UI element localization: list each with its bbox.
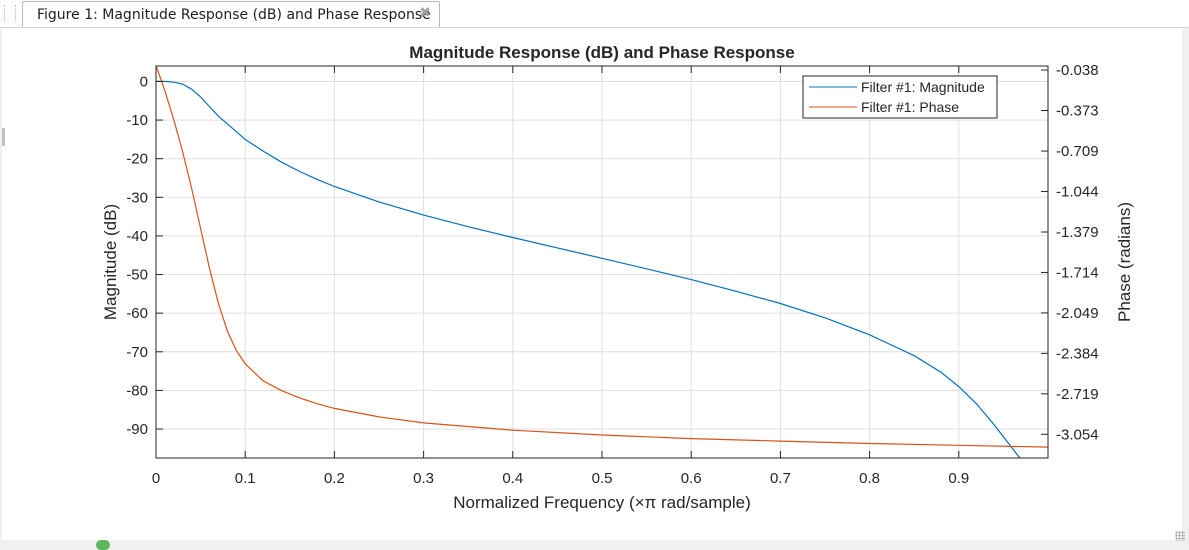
x-tick-label: 0.6 (681, 470, 702, 487)
y-right-tick-label: -1.044 (1056, 184, 1099, 201)
series-line-phase (156, 66, 1048, 448)
status-indicator-icon (96, 540, 110, 550)
grid (156, 66, 1048, 458)
x-tick-label: 0.9 (948, 470, 969, 487)
y-left-tick-label: -60 (126, 305, 148, 322)
y-left-tick-label: -10 (126, 112, 148, 129)
tick-labels: 0 0.1 0.2 0.3 0.4 0.5 0.6 0.7 0.8 0.9 0 -10 -20 -30 -4… (126, 62, 1098, 487)
y-left-tick-label: -20 (126, 151, 148, 168)
y-right-tick-label: -2.719 (1056, 386, 1099, 403)
y-left-tick-label: -50 (126, 267, 148, 284)
dock-edge-handle[interactable] (2, 128, 5, 146)
tab-figure-1-label: Figure 1: Magnitude Response (dB) and Ph… (37, 7, 431, 23)
x-tick-label: 0.2 (324, 470, 345, 487)
legend[interactable]: Filter #1: Magnitude Filter #1: Phase (802, 75, 998, 119)
y-right-tick-label: -1.714 (1056, 264, 1099, 281)
y-left-tick-label: -90 (126, 421, 148, 438)
legend-label-magnitude: Filter #1: Magnitude (861, 79, 985, 95)
legend-box (802, 75, 998, 119)
y-right-tick-label: -3.054 (1056, 426, 1099, 443)
y-right-tick-label: -2.049 (1056, 305, 1099, 322)
y-left-tick-label: -80 (126, 382, 148, 399)
x-tick-label: 0.4 (502, 470, 523, 487)
series-lines (156, 66, 1048, 458)
x-tick-label: 0.5 (592, 470, 613, 487)
tab-grip-handle[interactable] (4, 5, 16, 21)
y-right-tick-label: -1.379 (1056, 224, 1099, 241)
y-right-tick-label: -0.373 (1056, 102, 1099, 119)
x-tick-label: 0.3 (413, 470, 434, 487)
y-right-tick-label: -2.384 (1056, 345, 1099, 362)
tab-bar: Figure 1: Magnitude Response (dB) and Ph… (0, 0, 1189, 28)
chart-svg: 0 0.1 0.2 0.3 0.4 0.5 0.6 0.7 0.8 0.9 0 -10 -20 -30 -4… (101, 43, 1134, 512)
x-tick-label: 0.1 (235, 470, 256, 487)
figure-canvas: 0 0.1 0.2 0.3 0.4 0.5 0.6 0.7 0.8 0.9 0 -10 -20 -30 -4… (2, 28, 1182, 540)
close-icon[interactable]: ✖ (419, 5, 431, 21)
series-line-magnitude (156, 80, 1021, 458)
y-left-tick-label: -40 (126, 228, 148, 245)
y-axis-left-label: Magnitude (dB) (101, 204, 120, 320)
x-axis-label: Normalized Frequency (×π rad/sample) (453, 493, 751, 512)
y-right-tick-label: -0.038 (1056, 62, 1099, 79)
x-tick-label: 0 (152, 470, 160, 487)
y-left-tick-label: -70 (126, 344, 148, 361)
y-left-tick-label: -30 (126, 189, 148, 206)
chart-title: Magnitude Response (dB) and Phase Respon… (409, 43, 794, 62)
y-right-tick-label: -0.709 (1056, 143, 1099, 160)
x-tick-label: 0.7 (770, 470, 791, 487)
legend-label-phase: Filter #1: Phase (861, 99, 959, 115)
y-axis-right-label: Phase (radians) (1115, 202, 1134, 322)
tab-figure-1[interactable]: Figure 1: Magnitude Response (dB) and Ph… (22, 1, 440, 27)
x-tick-label: 0.8 (859, 470, 880, 487)
resize-grip-handle[interactable] (1175, 531, 1185, 541)
y-left-tick-label: 0 (140, 73, 148, 90)
